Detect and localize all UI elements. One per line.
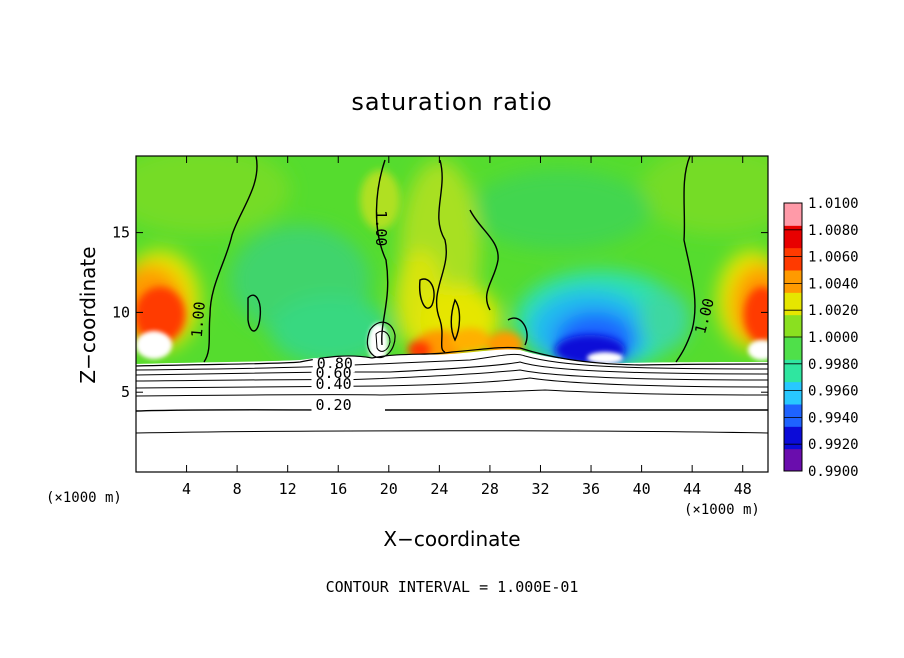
contour-label: 0.40 xyxy=(311,375,354,394)
colorbar-swatch xyxy=(784,448,802,472)
colorbar-tick-label: 0.9980 xyxy=(808,357,859,373)
contour-lines xyxy=(136,156,768,434)
colorbar-swatch xyxy=(784,292,802,316)
colorbar-swatch xyxy=(784,359,802,383)
contour-label: 1.00 xyxy=(372,210,390,246)
contour-label: 0.20 xyxy=(311,396,354,414)
colorbar-tick-label: 1.0000 xyxy=(808,330,859,346)
x-tick-label: 48 xyxy=(734,480,752,498)
contour-interval-note: CONTOUR INTERVAL = 1.000E-01 xyxy=(325,578,579,596)
x-unit-label-left: (×1000 m) xyxy=(46,490,122,506)
x-unit-label-right: (×1000 m) xyxy=(684,502,760,518)
x-tick-label: 36 xyxy=(582,480,600,498)
x-tick-label: 44 xyxy=(683,480,701,498)
colorbar-swatch xyxy=(784,247,802,271)
x-tick-label: 20 xyxy=(380,480,398,498)
contour-label-text: 0.20 xyxy=(315,396,351,414)
x-tick-label: 4 xyxy=(182,480,191,498)
contour-label-text: 0.40 xyxy=(315,375,351,393)
colorbar: 1.0100 1.0080 1.0060 1.0040 1.0020 1.0000 0.99… xyxy=(783,196,859,480)
x-tick-label: 24 xyxy=(430,480,448,498)
y-axis: 5 10 15 xyxy=(112,224,768,401)
contour-label-text: 0.60 xyxy=(315,364,351,382)
y-tick-label: 15 xyxy=(112,224,130,242)
x-axis: 4 8 12 16 20 24 28 32 36 40 44 48 xyxy=(182,156,752,498)
x-tick-label: 12 xyxy=(279,480,297,498)
x-tick-label: 40 xyxy=(633,480,651,498)
contour-label-group: 1.001.001.000.800.600.400.20 xyxy=(188,210,718,414)
colorbar-swatch xyxy=(784,337,802,360)
y-tick-label: 10 xyxy=(112,303,130,321)
colorbar-tick-label: 1.0080 xyxy=(808,223,859,239)
x-tick-label: 32 xyxy=(531,480,549,498)
colorbar-swatch xyxy=(784,381,802,405)
contour-label-bg xyxy=(311,379,354,394)
colorbar-tick-label: 1.0020 xyxy=(808,303,859,319)
contour-label-bg xyxy=(311,399,354,414)
colorbar-tick-label: 1.0040 xyxy=(808,276,859,292)
colorbar-swatch xyxy=(784,203,802,226)
contour-label: 0.60 xyxy=(311,364,354,382)
contour-label-text: 1.00 xyxy=(372,210,390,246)
colorbar-swatch xyxy=(784,270,802,293)
contour-label-text: 0.80 xyxy=(317,354,353,372)
colorbar-swatch xyxy=(784,314,802,338)
x-tick-label: 8 xyxy=(233,480,242,498)
plot-frame xyxy=(135,155,769,473)
x-tick-label: 16 xyxy=(329,480,347,498)
colorbar-tick-label: 0.9960 xyxy=(808,384,859,400)
colorbar-tick-label: 1.0100 xyxy=(808,196,859,212)
colorbar-tick-label: 0.9940 xyxy=(808,410,859,426)
y-tick-label: 5 xyxy=(121,383,130,401)
x-tick-label: 28 xyxy=(481,480,499,498)
chart-title: saturation ratio xyxy=(351,88,553,116)
colorbar-tick-label: 1.0060 xyxy=(808,250,859,266)
colorbar-swatch xyxy=(784,404,802,427)
x-axis-label: X−coordinate xyxy=(383,527,521,551)
contour-label: 1.00 xyxy=(188,301,209,339)
colorbar-swatch xyxy=(784,426,802,450)
contour-label-text: 1.00 xyxy=(188,301,209,339)
colorbar-tick-label: 0.9900 xyxy=(808,464,859,480)
y-axis-label: Z−coordinate xyxy=(76,246,100,384)
colorbar-tick-label: 0.9920 xyxy=(808,437,859,453)
contour-label-bg xyxy=(311,367,354,382)
colorbar-swatch xyxy=(784,225,802,249)
